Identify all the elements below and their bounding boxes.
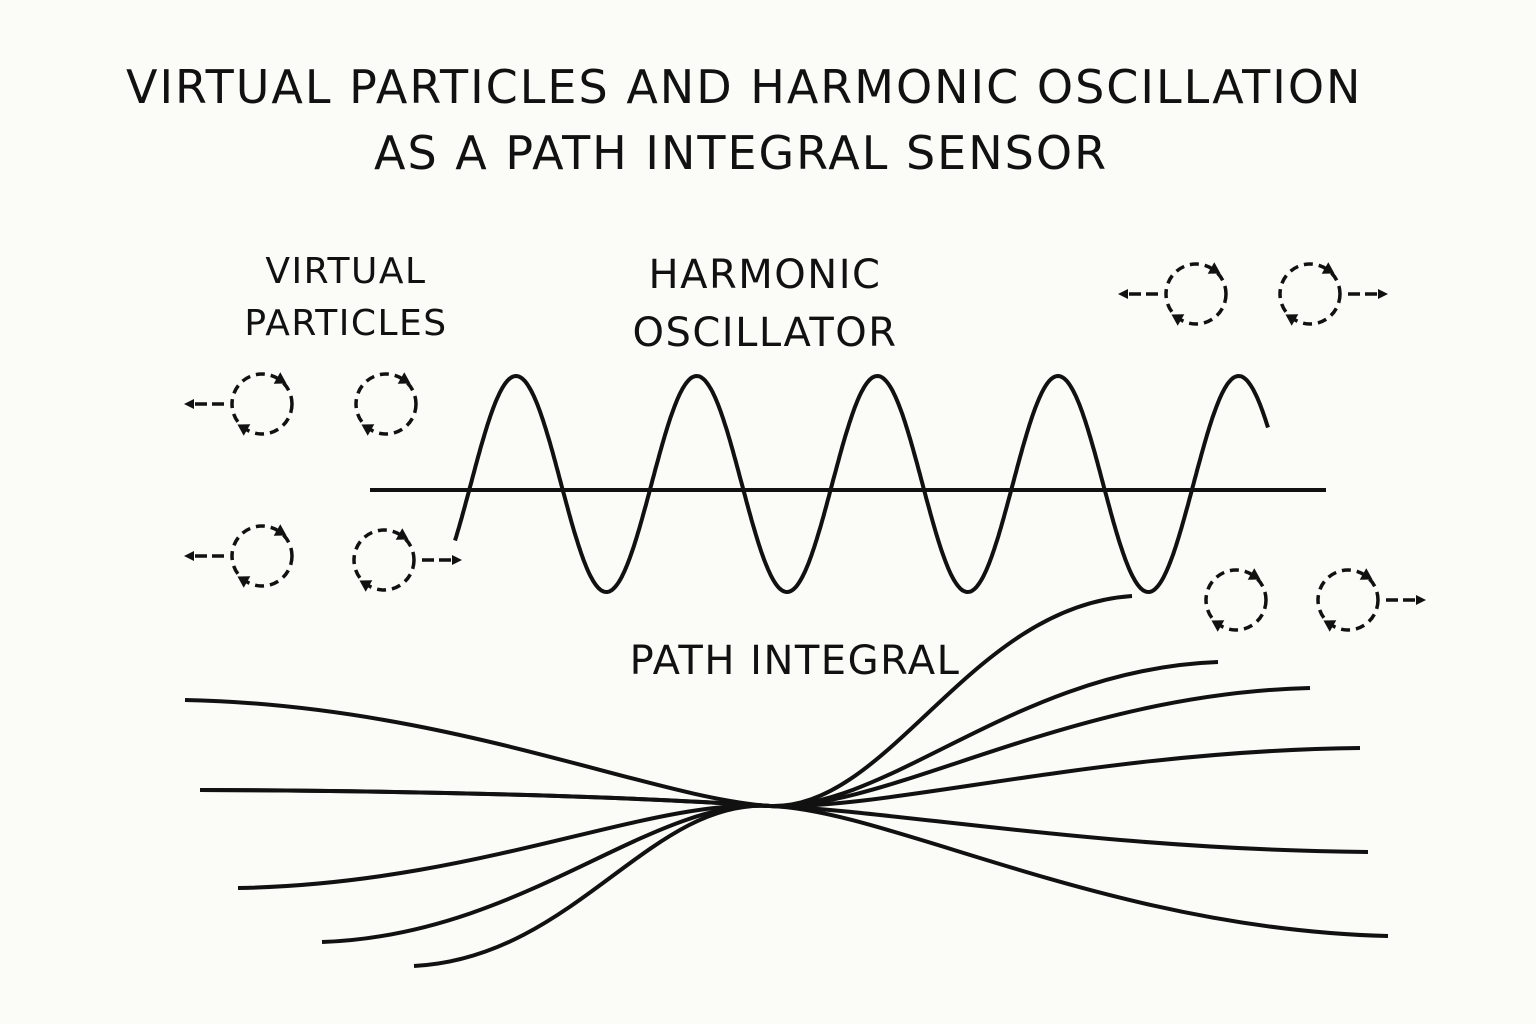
rotation-arrowhead-icon bbox=[361, 424, 375, 436]
virtual-particle-icon bbox=[184, 372, 294, 436]
rotation-arrowhead-icon bbox=[1247, 568, 1261, 580]
virtual-particles-label: VIRTUAL PARTICLES bbox=[236, 246, 456, 350]
virtual-particle-icon bbox=[352, 528, 462, 592]
harmonic-oscillator-label-line-2: OSCILLATOR bbox=[632, 310, 898, 356]
virtual-particle-icon bbox=[354, 372, 418, 436]
rotation-arrowhead-icon bbox=[1285, 314, 1299, 326]
harmonic-oscillator-wave bbox=[453, 374, 1270, 594]
rotation-arrowhead-icon bbox=[1321, 262, 1335, 274]
path-integral-path bbox=[184, 698, 1389, 938]
path-integral-path bbox=[321, 686, 1311, 944]
path-integral-paths bbox=[184, 594, 1389, 968]
path-integral-path bbox=[199, 594, 1133, 809]
virtual-particles-group bbox=[184, 262, 1426, 632]
rotation-arrowhead-icon bbox=[1207, 262, 1221, 274]
path-integral-path bbox=[413, 660, 1219, 968]
rotation-arrowhead-icon bbox=[1171, 314, 1185, 326]
rotation-arrowhead-icon bbox=[273, 524, 287, 536]
virtual-particle-icon bbox=[1278, 262, 1388, 326]
diagram-title-line-1: VIRTUAL PARTICLES AND HARMONIC OSCILLATI… bbox=[126, 60, 1363, 114]
rotation-arrowhead-icon bbox=[273, 372, 287, 384]
rotation-arrowhead-icon bbox=[237, 424, 251, 436]
rotation-arrowhead-icon bbox=[237, 576, 251, 588]
rotation-arrowhead-icon bbox=[1359, 568, 1373, 580]
virtual-particle-icon bbox=[1204, 568, 1268, 632]
path-integral-path bbox=[237, 746, 1361, 890]
rotation-arrowhead-icon bbox=[1323, 620, 1337, 632]
harmonic-oscillator-label-line-1: HARMONIC bbox=[648, 252, 882, 298]
virtual-particle-icon bbox=[184, 524, 294, 588]
harmonic-oscillator-label: HARMONIC OSCILLATOR bbox=[600, 246, 930, 362]
rotation-arrowhead-icon bbox=[395, 528, 409, 540]
rotation-arrowhead-icon bbox=[359, 580, 373, 592]
rotation-arrowhead-icon bbox=[397, 372, 411, 384]
virtual-particles-label-line-2: PARTICLES bbox=[244, 303, 448, 344]
path-integral-label: PATH INTEGRAL bbox=[629, 638, 961, 684]
diagram-title-line-2: AS A PATH INTEGRAL SENSOR bbox=[374, 126, 1109, 180]
rotation-arrowhead-icon bbox=[1211, 620, 1225, 632]
virtual-particle-icon bbox=[1118, 262, 1228, 326]
virtual-particle-icon bbox=[1316, 568, 1426, 632]
virtual-particles-label-line-1: VIRTUAL bbox=[265, 251, 427, 292]
path-integral-path bbox=[199, 788, 1369, 854]
